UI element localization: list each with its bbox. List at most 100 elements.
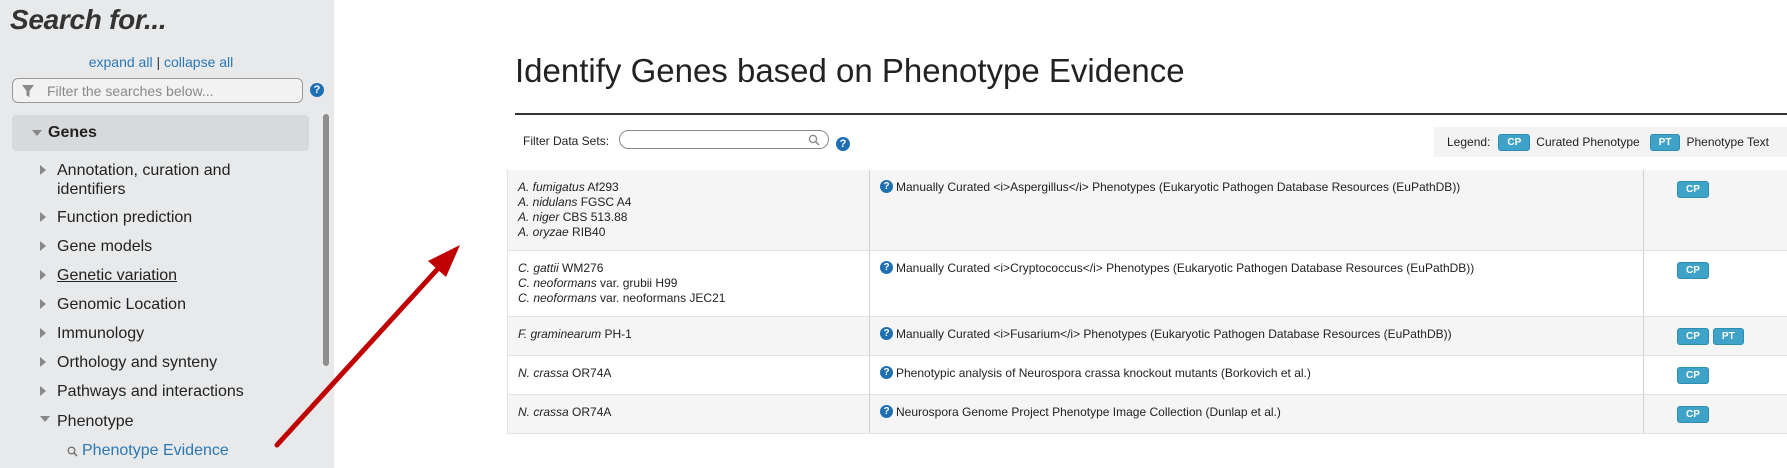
organism-strain: var. neoformans JEC21 <box>600 291 726 305</box>
sidebar-title: Search for... <box>10 4 167 35</box>
organism-line: C. neoformans var. neoformans JEC21 <box>518 291 859 306</box>
filter-datasets-input[interactable] <box>628 132 803 148</box>
tree-item-label: Genetic variation <box>57 267 178 284</box>
filter-icon <box>22 84 34 97</box>
magnifier-icon <box>808 134 820 146</box>
cp-badge-button[interactable]: CP <box>1677 367 1709 384</box>
organism-line: F. graminearum PH-1 <box>518 327 859 342</box>
organism-strain: RIB40 <box>572 225 606 239</box>
organism-line: A. nidulans FGSC A4 <box>518 195 859 210</box>
organism-line: A. niger CBS 513.88 <box>518 210 859 225</box>
dataset-cell: ? Manually Curated <i>Aspergillus</i> Phe… <box>869 170 1644 251</box>
tree-item-annotation[interactable]: Annotation, curation and identifiers <box>40 161 290 201</box>
table-row: A. fumigatus Af293 A. nidulans FGSC A4 A. … <box>507 170 1787 251</box>
legend-label: Legend: <box>1447 135 1491 149</box>
cp-badge-button[interactable]: CP <box>1677 262 1709 279</box>
caret-right-icon[interactable] <box>40 328 46 338</box>
caret-right-icon[interactable] <box>40 386 46 396</box>
dataset-cell: ? Phenotypic analysis of Neurospora crass… <box>869 355 1644 395</box>
organism-species: C. neoformans <box>518 276 597 290</box>
legend-pt-text: Phenotype Text <box>1686 135 1769 149</box>
filter-datasets-help-icon[interactable]: ? <box>836 137 850 151</box>
link-separator: | <box>156 54 161 70</box>
organism-line: A. oryzae RIB40 <box>518 225 859 240</box>
cp-badge-button[interactable]: CP <box>1677 406 1709 423</box>
tree-item-label: Pathways and interactions <box>57 383 244 400</box>
search-icon <box>67 446 78 457</box>
caret-right-icon[interactable] <box>40 299 46 309</box>
filter-datasets-box <box>619 130 829 149</box>
table-row: C. gattii WM276 C. neoformans var. grubii… <box>507 250 1787 317</box>
filter-help-icon[interactable]: ? <box>310 83 324 97</box>
dataset-name: Manually Curated <i>Fusarium</i> Phenoty… <box>896 327 1452 341</box>
tree-item-label: Gene models <box>57 238 153 255</box>
caret-right-icon[interactable] <box>40 165 46 175</box>
organism-species: F. graminearum <box>518 327 602 341</box>
organism-species: C. neoformans <box>518 291 597 305</box>
filter-datasets-label: Filter Data Sets: <box>523 134 610 148</box>
organism-line: N. crassa OR74A <box>518 405 859 420</box>
search-link-label: Phenotype Evidence <box>82 442 229 459</box>
tree-item-label: Phenotype <box>57 413 134 430</box>
organisms-cell: F. graminearum PH-1 <box>507 316 870 356</box>
organism-species: A. fumigatus <box>518 180 585 194</box>
dataset-help-icon[interactable]: ? <box>880 327 893 340</box>
organism-line: A. fumigatus Af293 <box>518 180 859 195</box>
organism-strain: FGSC A4 <box>580 195 632 209</box>
title-divider <box>515 113 1787 115</box>
dataset-entry: ? Phenotypic analysis of Neurospora crass… <box>880 366 1633 381</box>
organism-line: C. gattii WM276 <box>518 261 859 276</box>
datasets-table: A. fumigatus Af293 A. nidulans FGSC A4 A. … <box>507 170 1787 434</box>
pt-badge-button[interactable]: PT <box>1712 328 1744 345</box>
dataset-name: Phenotypic analysis of Neurospora crassa… <box>896 366 1311 380</box>
caret-down-icon[interactable] <box>40 416 50 422</box>
tree-node-genes[interactable]: Genes <box>12 115 309 151</box>
tree-node-genes-label: Genes <box>48 124 97 141</box>
organisms-cell: N. crassa OR74A <box>507 355 870 395</box>
table-row: N. crassa OR74A? Phenotypic analysis of N… <box>507 355 1787 395</box>
dataset-entry: ? Manually Curated <i>Cryptococcus</i> Ph… <box>880 261 1633 276</box>
dataset-help-icon[interactable]: ? <box>880 180 893 193</box>
dataset-entry: ? Neurospora Genome Project Phenotype Ima… <box>880 405 1633 420</box>
table-row: F. graminearum PH-1? Manually Curated <i>… <box>507 316 1787 356</box>
caret-right-icon[interactable] <box>40 241 46 251</box>
caret-right-icon[interactable] <box>40 270 46 280</box>
organism-species: N. crassa <box>518 405 569 419</box>
dataset-cell: ? Manually Curated <i>Fusarium</i> Phenot… <box>869 316 1644 356</box>
tree-item-label: Genomic Location <box>57 296 186 313</box>
tree-item-label: Orthology and synteny <box>57 354 218 371</box>
dataset-name: Manually Curated <i>Aspergillus</i> Phen… <box>896 180 1461 194</box>
organism-strain: WM276 <box>562 261 604 275</box>
dataset-help-icon[interactable]: ? <box>880 261 893 274</box>
search-filter-input[interactable] <box>47 82 277 99</box>
organism-species: A. niger <box>518 210 560 224</box>
cp-badge-button[interactable]: CP <box>1677 181 1709 198</box>
dataset-help-icon[interactable]: ? <box>880 366 893 379</box>
expand-all-link[interactable]: expand all <box>88 54 153 70</box>
organism-line: C. neoformans var. grubii H99 <box>518 276 859 291</box>
caret-right-icon[interactable] <box>40 357 46 367</box>
legend-cp-badge: CP <box>1498 133 1531 151</box>
badges-cell: CP <box>1643 355 1787 395</box>
table-row: N. crassa OR74A ? Neurospora Genome Projec… <box>507 394 1787 434</box>
search-link-phenotype-evidence[interactable]: Phenotype Evidence <box>67 442 229 460</box>
organisms-cell: N. crassa OR74A <box>507 394 870 434</box>
organisms-cell: C. gattii WM276 C. neoformans var. grubii… <box>507 250 870 317</box>
caret-right-icon[interactable] <box>40 212 46 222</box>
legend-cp-text: Curated Phenotype <box>1536 135 1640 149</box>
organism-strain: OR74A <box>572 366 612 380</box>
organism-species: A. nidulans <box>518 195 578 209</box>
dataset-help-icon[interactable]: ? <box>880 405 893 418</box>
organism-species: N. crassa <box>518 366 569 380</box>
badges-cell: CP <box>1643 394 1787 434</box>
organism-species: A. oryzae <box>518 225 569 239</box>
sidebar-scrollbar[interactable] <box>323 114 329 366</box>
dataset-entry: ? Manually Curated <i>Aspergillus</i> Phe… <box>880 180 1633 195</box>
tree-item-label: Immunology <box>57 325 145 342</box>
collapse-all-link[interactable]: collapse all <box>163 54 234 70</box>
caret-down-icon[interactable] <box>32 130 42 136</box>
dataset-toolbar: Filter Data Sets: ? Legend: CP Curated P… <box>507 124 1787 162</box>
organism-line: N. crassa OR74A <box>518 366 859 381</box>
badges-cell: CP PT <box>1643 316 1787 356</box>
cp-badge-button[interactable]: CP <box>1677 328 1709 345</box>
